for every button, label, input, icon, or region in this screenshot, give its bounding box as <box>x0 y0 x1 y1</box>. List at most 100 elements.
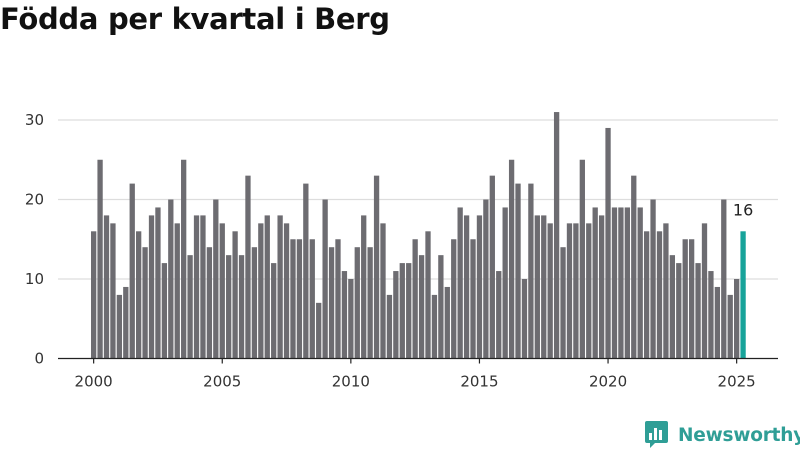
bar <box>483 199 489 359</box>
bar <box>643 231 650 359</box>
bar <box>245 175 251 359</box>
x-tick-label: 2000 <box>75 373 113 391</box>
bar <box>669 255 675 359</box>
y-tick-label: 0 <box>34 350 44 368</box>
bar <box>701 223 708 359</box>
y-tick-label: 20 <box>25 191 44 209</box>
bar <box>258 223 264 359</box>
x-tick-label: 2020 <box>589 373 627 391</box>
bar <box>688 239 695 359</box>
bar <box>316 302 322 359</box>
bar <box>624 207 630 359</box>
bar <box>618 207 624 359</box>
bar <box>425 231 431 359</box>
bar <box>470 239 476 359</box>
bar <box>605 127 611 359</box>
bar <box>502 207 508 359</box>
bar <box>586 223 592 359</box>
bar <box>187 255 193 359</box>
bar <box>496 271 502 359</box>
bar <box>611 207 618 359</box>
bar <box>91 231 97 359</box>
bar <box>515 183 521 359</box>
bar <box>136 231 142 359</box>
bar <box>393 271 399 359</box>
bar <box>386 294 393 359</box>
bar <box>566 223 573 359</box>
bar <box>457 207 463 359</box>
bar <box>103 215 110 359</box>
chart-title: Födda per kvartal i Berg <box>0 2 390 36</box>
bar <box>161 263 168 359</box>
newsworthy-logo: Newsworthy <box>644 420 800 450</box>
bar <box>264 215 270 359</box>
bar <box>444 286 450 359</box>
x-tick-label: 2015 <box>460 373 498 391</box>
bar <box>579 159 585 359</box>
bar <box>348 279 354 359</box>
bar <box>682 239 688 359</box>
bar <box>553 112 560 359</box>
x-tick-label: 2025 <box>718 373 756 391</box>
bar <box>238 255 245 359</box>
x-tick-label: 2005 <box>203 373 241 391</box>
bar <box>148 215 155 359</box>
bar <box>181 159 187 359</box>
bar <box>296 239 303 359</box>
y-tick-labels: 0 10 20 30 <box>25 111 44 368</box>
bar <box>508 159 515 359</box>
bar <box>695 263 701 359</box>
value-labels: 16 <box>733 200 753 219</box>
bar <box>406 263 412 359</box>
bar <box>200 215 206 359</box>
bar <box>361 215 367 359</box>
bar <box>110 223 116 359</box>
x-tick-labels: 2000 2005 2010 2015 2020 2025 <box>75 358 756 391</box>
bar <box>341 271 348 359</box>
bar <box>463 215 470 359</box>
bar <box>528 183 534 359</box>
highlight-value-label: 16 <box>733 200 753 219</box>
bar <box>142 247 148 359</box>
bar <box>354 247 360 359</box>
bar <box>277 215 283 359</box>
bar <box>399 263 405 359</box>
bar <box>431 294 438 359</box>
bar <box>322 199 328 359</box>
bar <box>451 239 457 359</box>
brand-name: Newsworthy <box>678 424 800 446</box>
bar <box>573 223 579 359</box>
y-tick-label: 10 <box>25 270 44 288</box>
bar <box>721 199 727 359</box>
y-tick-label: 30 <box>25 111 44 129</box>
bar <box>560 247 566 359</box>
bar <box>271 263 277 359</box>
bar <box>232 231 238 359</box>
bar <box>412 239 418 359</box>
bar <box>226 255 232 359</box>
bar <box>328 247 335 359</box>
bar <box>521 279 528 359</box>
bar <box>656 231 663 359</box>
bar <box>335 239 341 359</box>
x-tick-label: 2010 <box>332 373 370 391</box>
bar <box>290 239 296 359</box>
bar <box>193 215 200 359</box>
bar <box>489 175 495 359</box>
bar <box>129 183 135 359</box>
bar <box>251 247 258 359</box>
bar <box>592 207 598 359</box>
bar <box>476 215 483 359</box>
bar <box>373 175 380 359</box>
bar <box>534 215 540 359</box>
bar <box>97 159 103 359</box>
bar <box>727 294 733 359</box>
bar <box>598 215 605 359</box>
bars <box>91 112 746 359</box>
newsworthy-logo-icon <box>645 421 668 448</box>
bar <box>631 175 637 359</box>
bar <box>650 199 656 359</box>
bar <box>438 255 444 359</box>
bar <box>663 223 669 359</box>
